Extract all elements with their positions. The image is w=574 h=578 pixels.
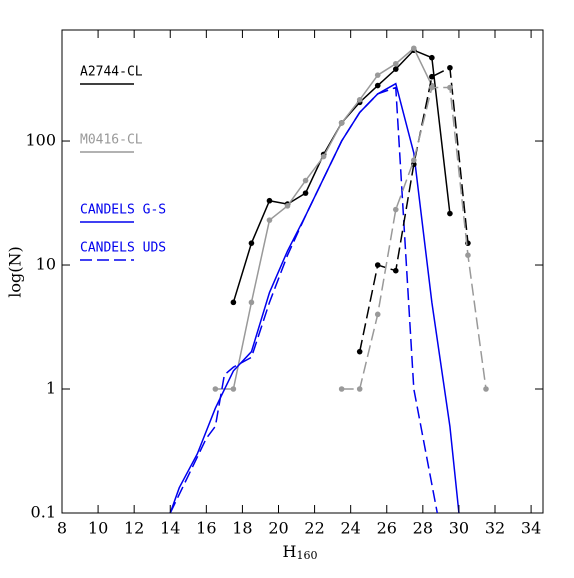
data-point (392, 267, 399, 274)
x-tick-label: 26 (377, 519, 397, 538)
data-point (230, 299, 237, 306)
data-point (392, 206, 399, 213)
x-tick-label: 14 (160, 519, 180, 538)
x-tick-label: 28 (413, 519, 433, 538)
data-point (374, 72, 381, 78)
data-point (356, 97, 363, 103)
data-point (411, 157, 417, 164)
series-line (169, 82, 460, 513)
series-line (169, 86, 439, 513)
x-tick-label: 24 (340, 519, 360, 538)
y-tick-label: 0.1 (31, 503, 56, 522)
x-tick-label: 10 (88, 519, 108, 538)
data-point (356, 386, 363, 392)
y-axis-label: log(N) (6, 246, 25, 297)
x-tick-label: 22 (304, 519, 324, 538)
legend-label: CANDELS UDS (80, 241, 166, 256)
plot-frame (61, 29, 544, 514)
data-point (266, 217, 273, 223)
data-point (284, 203, 291, 209)
data-point (392, 66, 399, 72)
data-point (374, 82, 381, 89)
data-point (465, 252, 471, 258)
data-point (302, 177, 309, 184)
data-point (447, 210, 453, 217)
series-line (341, 86, 487, 390)
data-point (447, 64, 453, 71)
data-point (374, 262, 381, 268)
x-tick-label: 30 (449, 519, 469, 538)
data-point (248, 240, 255, 246)
data-point (374, 311, 381, 318)
legend-label: CANDELS G-S (80, 203, 166, 218)
data-point (338, 386, 345, 392)
x-tick-label: 20 (268, 519, 288, 538)
data-point (429, 73, 435, 80)
y-tick-label: 100 (25, 131, 56, 150)
x-tick-label: 16 (196, 519, 216, 538)
series-line (232, 49, 451, 303)
data-point (411, 45, 417, 52)
data-point (320, 153, 327, 160)
y-tick-label: 10 (36, 255, 56, 274)
data-point (230, 386, 237, 392)
x-tick-label: 12 (124, 519, 144, 538)
data-point (338, 120, 345, 126)
data-point (266, 197, 273, 204)
data-point (483, 386, 489, 392)
x-axis-label: H160 (283, 542, 318, 563)
x-tick-label: 32 (485, 519, 505, 538)
data-point (212, 386, 219, 392)
data-point (429, 84, 435, 91)
legend-label: A2744-CL (80, 65, 143, 80)
x-tick-label: 34 (521, 519, 541, 538)
data-point (447, 84, 453, 91)
legend-label: M0416-CL (80, 133, 143, 148)
data-point (356, 348, 363, 355)
data-point (429, 54, 435, 61)
y-tick-label: 1 (46, 379, 56, 398)
plot-area (169, 45, 489, 513)
x-tick-label: 8 (57, 519, 67, 538)
series-line (358, 66, 469, 352)
data-point (302, 190, 309, 196)
data-point (248, 299, 255, 306)
data-point (392, 60, 399, 67)
x-tick-label: 18 (232, 519, 252, 538)
